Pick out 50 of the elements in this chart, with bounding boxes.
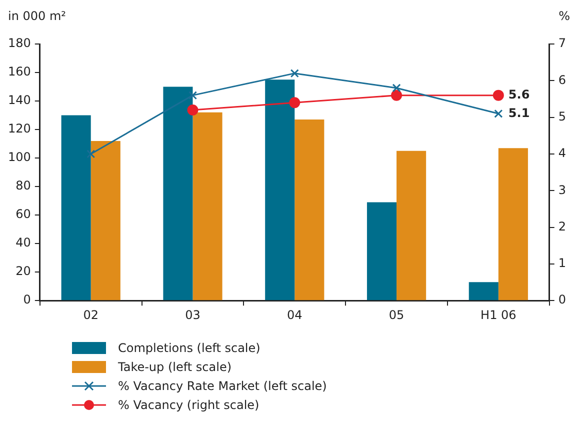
y-tick-label: 160 bbox=[8, 64, 31, 79]
bar bbox=[396, 150, 426, 300]
bar bbox=[498, 148, 528, 300]
x-tick-label: 03 bbox=[185, 308, 200, 322]
y-tick-label: 0 bbox=[23, 292, 31, 307]
point bbox=[187, 104, 198, 116]
y2-tick-label: 6 bbox=[558, 72, 566, 87]
y2-tick-label: 4 bbox=[558, 146, 566, 160]
point bbox=[391, 90, 402, 101]
y-tick-label: 120 bbox=[8, 122, 31, 136]
data-label: 5.1 bbox=[508, 106, 530, 120]
legend-label: % Vacancy Rate Market (left scale) bbox=[118, 378, 327, 392]
y2-tick-label: 3 bbox=[558, 182, 566, 197]
y-tick-label: 100 bbox=[8, 150, 31, 164]
point bbox=[392, 84, 401, 92]
bar bbox=[61, 115, 91, 300]
y-tick-label: 180 bbox=[8, 36, 31, 50]
bar bbox=[163, 86, 193, 300]
y-tick-label: 80 bbox=[16, 178, 31, 193]
x-tick-label: H1 06 bbox=[480, 308, 516, 322]
y-tick-label: 40 bbox=[16, 236, 31, 250]
legend-label: % Vacancy (right scale) bbox=[118, 398, 260, 412]
legend-label: Take-up (left scale) bbox=[118, 360, 232, 374]
point bbox=[188, 91, 198, 100]
point bbox=[290, 69, 299, 78]
x-tick-label: 04 bbox=[286, 308, 302, 322]
point bbox=[289, 97, 300, 108]
data-label: 5.6 bbox=[508, 87, 530, 102]
bar bbox=[366, 202, 397, 300]
bar bbox=[468, 282, 498, 300]
y2-tick-label: 2 bbox=[558, 219, 566, 234]
y2-tick-label: 7 bbox=[558, 36, 566, 50]
y2-tick-label: 1 bbox=[558, 256, 566, 270]
y-axis-title: in 000 m² bbox=[8, 9, 66, 23]
point bbox=[492, 90, 504, 101]
y-tick-label: 60 bbox=[16, 207, 31, 222]
bar bbox=[294, 120, 324, 300]
x-tick-label: 02 bbox=[83, 308, 98, 322]
point bbox=[494, 109, 503, 118]
legend-label: Completions (left scale) bbox=[118, 340, 260, 354]
y2-axis-title: % bbox=[558, 9, 570, 23]
y2-tick-label: 0 bbox=[558, 292, 566, 307]
bar bbox=[265, 80, 295, 300]
bar bbox=[90, 140, 120, 300]
bar bbox=[192, 112, 222, 300]
x-tick-label: 05 bbox=[388, 308, 404, 322]
y2-tick-label: 5 bbox=[558, 109, 566, 124]
y-tick-label: 20 bbox=[16, 264, 31, 278]
y-tick-label: 140 bbox=[8, 93, 31, 108]
point bbox=[86, 150, 96, 158]
